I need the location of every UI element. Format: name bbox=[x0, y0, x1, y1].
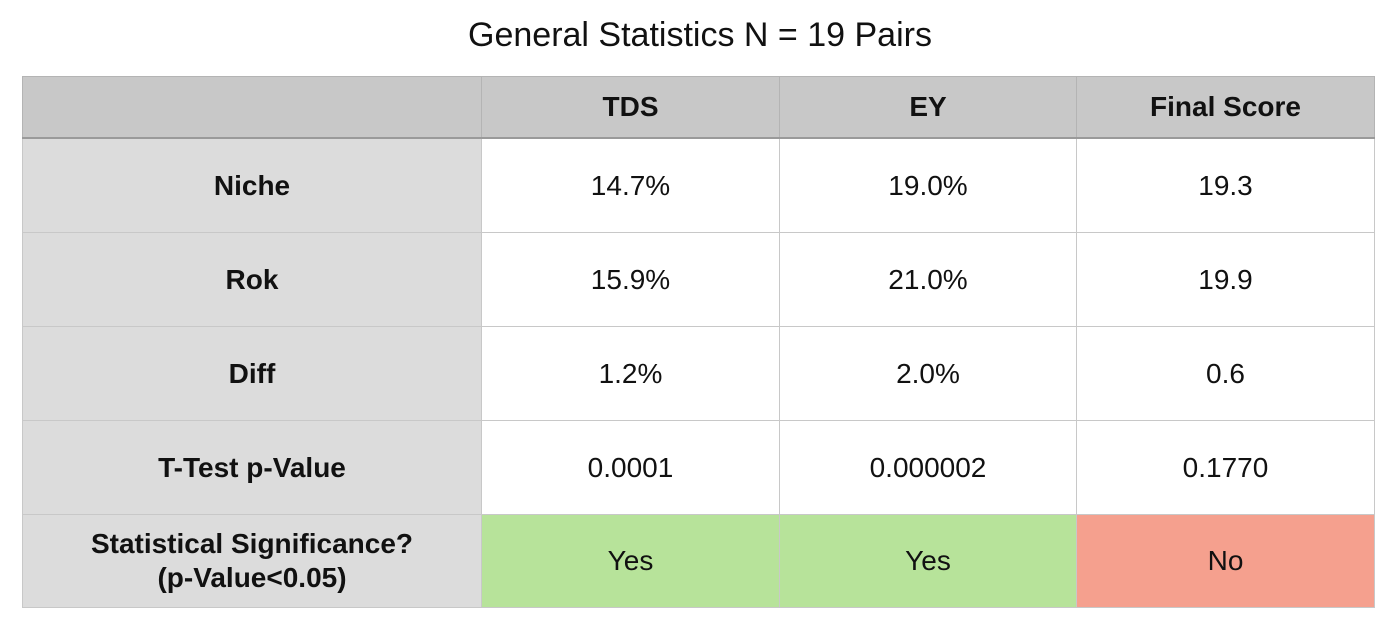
row-label-ttest: T-Test p-Value bbox=[22, 420, 482, 515]
header-cell-ey: EY bbox=[779, 76, 1077, 139]
page-title: General Statistics N = 19 Pairs bbox=[468, 16, 932, 54]
row-label-significance: Statistical Significance? (p-Value<0.05) bbox=[22, 514, 482, 608]
table-row-diff: Diff 1.2% 2.0% 0.6 bbox=[22, 326, 1375, 421]
row-label-niche: Niche bbox=[22, 137, 482, 233]
table-row-niche: Niche 14.7% 19.0% 19.3 bbox=[22, 137, 1375, 233]
header-cell-tds: TDS bbox=[481, 76, 780, 139]
table-row-ttest: T-Test p-Value 0.0001 0.000002 0.1770 bbox=[22, 420, 1375, 515]
table-row-significance: Statistical Significance? (p-Value<0.05)… bbox=[22, 514, 1375, 608]
cell-significance-tds: Yes bbox=[481, 514, 780, 608]
row-label-rok: Rok bbox=[22, 232, 482, 327]
cell-ttest-final-score: 0.1770 bbox=[1076, 420, 1375, 515]
cell-rok-tds: 15.9% bbox=[481, 232, 780, 327]
cell-diff-ey: 2.0% bbox=[779, 326, 1077, 421]
table-header-row: TDS EY Final Score bbox=[22, 76, 1375, 139]
row-label-diff: Diff bbox=[22, 326, 482, 421]
cell-niche-tds: 14.7% bbox=[481, 137, 780, 233]
cell-ttest-tds: 0.0001 bbox=[481, 420, 780, 515]
statistics-table: TDS EY Final Score Niche 14.7% 19.0% 19.… bbox=[22, 76, 1375, 608]
cell-niche-final-score: 19.3 bbox=[1076, 137, 1375, 233]
significance-label-line2: (p-Value<0.05) bbox=[157, 562, 347, 593]
cell-rok-ey: 21.0% bbox=[779, 232, 1077, 327]
header-cell-empty bbox=[22, 76, 482, 139]
cell-diff-tds: 1.2% bbox=[481, 326, 780, 421]
cell-diff-final-score: 0.6 bbox=[1076, 326, 1375, 421]
cell-significance-ey: Yes bbox=[779, 514, 1077, 608]
cell-rok-final-score: 19.9 bbox=[1076, 232, 1375, 327]
significance-label-line1: Statistical Significance? bbox=[90, 528, 414, 559]
cell-niche-ey: 19.0% bbox=[779, 137, 1077, 233]
cell-ttest-ey: 0.000002 bbox=[779, 420, 1077, 515]
header-cell-final-score: Final Score bbox=[1076, 76, 1375, 139]
table-row-rok: Rok 15.9% 21.0% 19.9 bbox=[22, 232, 1375, 327]
cell-significance-final-score: No bbox=[1076, 514, 1375, 608]
